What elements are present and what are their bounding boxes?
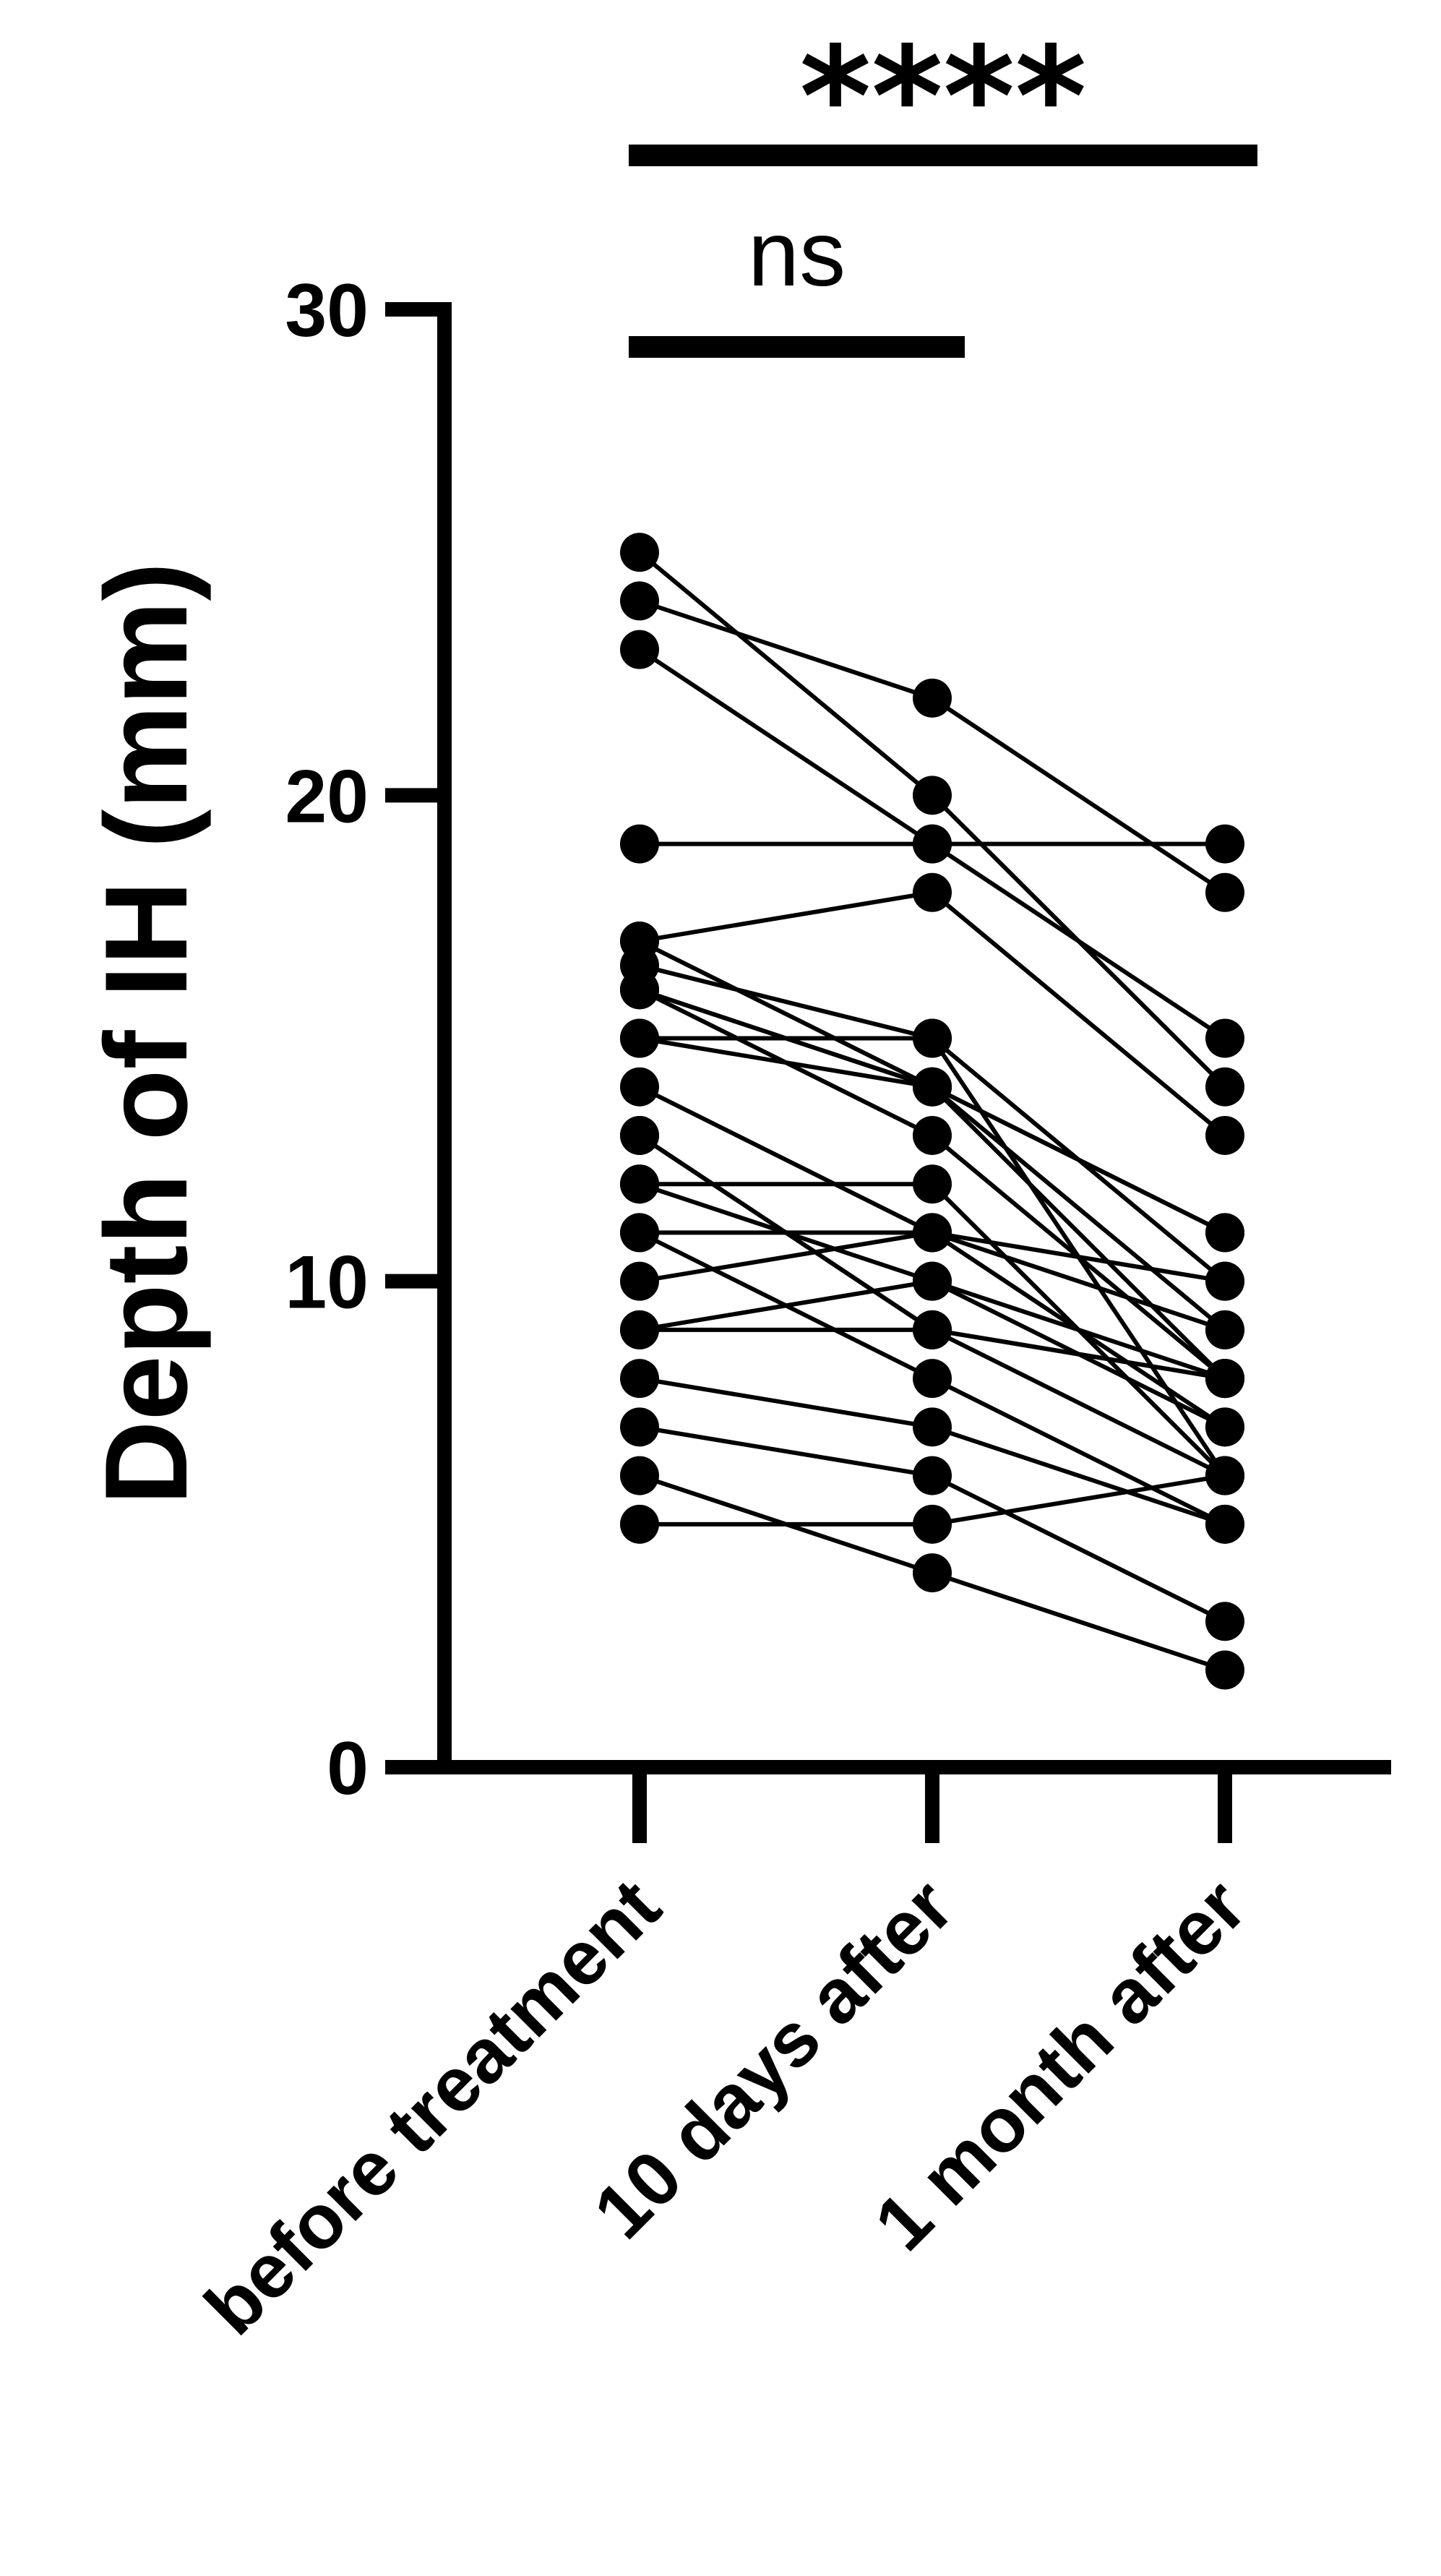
y-ticks: 0 10 20 30 <box>285 269 444 1811</box>
axes <box>437 302 1391 1774</box>
y-axis-title: Depth of IH (mm) <box>81 562 212 1506</box>
data-point <box>913 1164 952 1204</box>
data-point <box>1205 1018 1244 1058</box>
y-tick-label: 20 <box>285 755 369 838</box>
data-point <box>620 1359 659 1399</box>
data-point <box>620 1310 659 1349</box>
data-point <box>1205 1359 1244 1399</box>
data-point <box>620 630 659 669</box>
data-point <box>913 1359 952 1399</box>
data-point <box>620 533 659 572</box>
subject-line <box>638 550 1227 1089</box>
data-point <box>1205 824 1244 864</box>
data-point <box>620 581 659 621</box>
data-point <box>620 1115 659 1155</box>
data-point <box>1205 1456 1244 1495</box>
series-lines <box>638 550 1227 1673</box>
data-point <box>913 776 952 815</box>
data-point <box>1205 872 1244 912</box>
y-tick-label: 10 <box>285 1241 369 1325</box>
data-point <box>620 1018 659 1058</box>
data-point <box>620 824 659 864</box>
y-tick-label: 0 <box>327 1727 369 1811</box>
data-point <box>913 872 952 912</box>
data-point <box>1205 1213 1244 1253</box>
significance-annotations: ns **** <box>629 17 1257 358</box>
data-point <box>620 1504 659 1544</box>
x-tick-label: before treatment <box>189 1863 676 2351</box>
data-points <box>620 533 1244 1690</box>
data-point <box>913 1553 952 1593</box>
data-point <box>913 1213 952 1253</box>
data-point <box>620 1164 659 1204</box>
data-point <box>1205 1067 1244 1107</box>
data-point <box>1205 1115 1244 1155</box>
data-point <box>913 1115 952 1155</box>
data-point <box>620 1407 659 1447</box>
data-point <box>913 1310 952 1349</box>
data-point <box>620 970 659 1010</box>
data-point <box>1205 1602 1244 1641</box>
data-point <box>1205 1310 1244 1349</box>
significance-label: **** <box>799 17 1086 177</box>
subject-line <box>639 1376 1226 1527</box>
data-point <box>620 1067 659 1107</box>
y-tick-label: 30 <box>285 269 369 353</box>
data-point <box>913 824 952 864</box>
data-point <box>620 1261 659 1301</box>
data-point <box>620 1213 659 1253</box>
data-point <box>1205 1504 1244 1544</box>
data-point <box>620 1456 659 1495</box>
data-point <box>913 1504 952 1544</box>
data-point <box>620 922 659 961</box>
significance-label: ns <box>748 202 846 306</box>
data-point <box>913 1067 952 1107</box>
data-point <box>1205 1650 1244 1690</box>
data-point <box>913 1456 952 1495</box>
data-point <box>913 1261 952 1301</box>
subject-line <box>640 1327 1226 1478</box>
data-point <box>913 1407 952 1447</box>
data-point <box>913 1018 952 1058</box>
data-point <box>1205 1407 1244 1447</box>
data-point <box>1205 1261 1244 1301</box>
data-point <box>913 678 952 718</box>
